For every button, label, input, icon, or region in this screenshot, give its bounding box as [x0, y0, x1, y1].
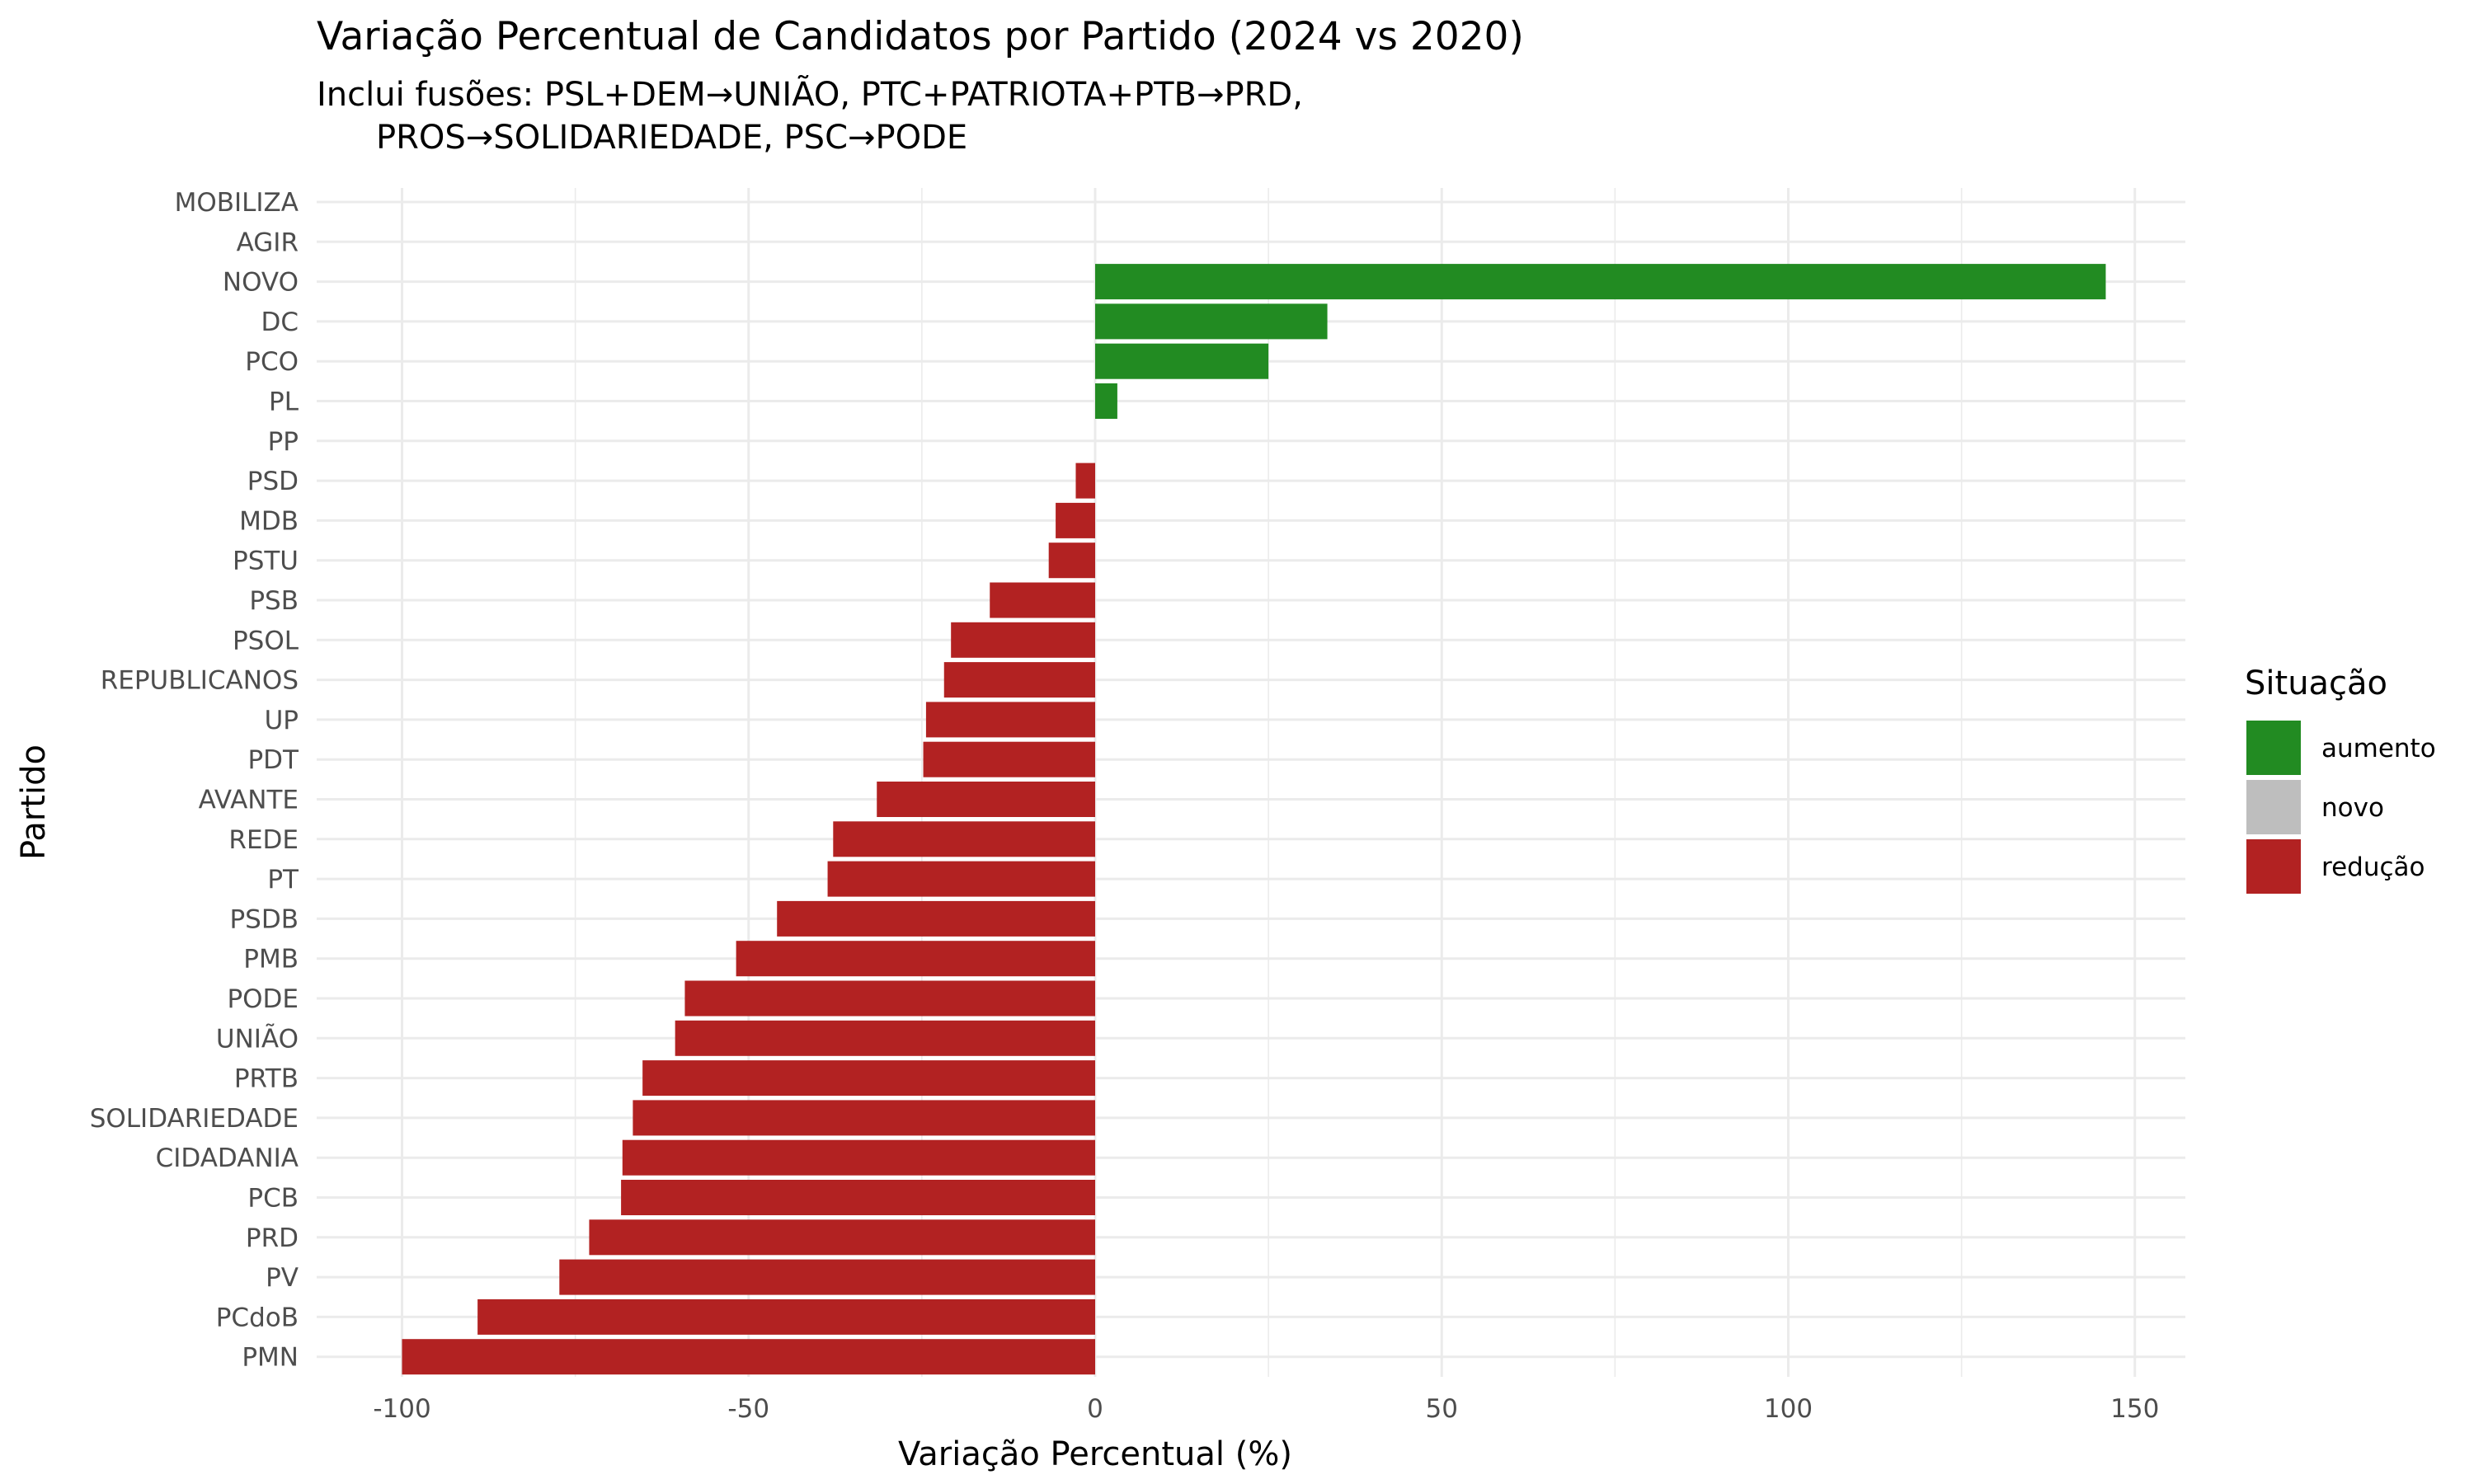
bar-mdb	[1056, 502, 1095, 538]
bar-up	[925, 702, 1095, 738]
bar-cidadania	[622, 1139, 1095, 1176]
y-tick-label: REDE	[228, 825, 299, 855]
bars	[402, 264, 2106, 1375]
x-tick-label: 100	[1764, 1394, 1813, 1424]
y-tick-label: PRD	[246, 1223, 299, 1253]
bar-psd	[1075, 463, 1095, 499]
bar-pode	[684, 980, 1095, 1017]
y-tick-label: PSDB	[229, 904, 299, 934]
y-tick-label: CIDADANIA	[156, 1144, 299, 1173]
y-tick-label: PODE	[227, 984, 299, 1014]
bar-avante	[877, 782, 1095, 817]
chart-subtitle-line-2: PROS→SOLIDARIEDADE, PSC→PODE	[376, 119, 967, 157]
bar-psol	[951, 622, 1095, 658]
legend-label-reducao: redução	[2321, 852, 2425, 882]
bar-pt	[827, 861, 1095, 897]
bar-pco	[1095, 343, 1269, 379]
bar-prtb	[642, 1060, 1095, 1097]
bar-dc	[1095, 303, 1328, 340]
bar-pcb	[621, 1180, 1095, 1215]
bar-pcdob	[477, 1298, 1095, 1335]
y-tick-label: PCO	[245, 347, 299, 377]
y-tick-label: PT	[267, 865, 299, 895]
bar-novo	[1095, 264, 2106, 300]
legend-key-aumento	[2246, 721, 2301, 775]
legend-key-novo	[2246, 780, 2301, 834]
legend-label-novo: novo	[2321, 793, 2384, 823]
y-axis-title: Partido	[15, 744, 53, 860]
x-tick-label: -50	[727, 1394, 769, 1424]
y-tick-label: PSOL	[233, 626, 299, 655]
bar-pv	[559, 1259, 1095, 1295]
y-tick-label: PSD	[247, 467, 299, 496]
y-tick-labels: MOBILIZA AGIR NOVO DC PCO PL PP PSD MDB PSTU PSB PS…	[90, 188, 299, 1373]
y-tick-label: PCdoB	[216, 1303, 299, 1332]
bar-prd	[589, 1219, 1095, 1256]
bar-psb	[990, 582, 1095, 618]
y-tick-label: PP	[268, 427, 299, 457]
x-tick-labels: -100 -50 0 50 100 150	[373, 1394, 2159, 1424]
y-tick-label: REPUBLICANOS	[101, 666, 299, 696]
bar-pstu	[1048, 542, 1095, 579]
bar-pmb	[736, 941, 1095, 977]
y-tick-label: PMB	[243, 945, 299, 974]
bar-rede	[833, 821, 1095, 857]
y-tick-label: UNIÃO	[216, 1024, 299, 1054]
legend-key-reducao	[2246, 839, 2301, 894]
x-tick-label: 50	[1426, 1394, 1458, 1424]
y-tick-label: DC	[261, 308, 299, 337]
bar-pdt	[923, 741, 1095, 777]
y-tick-label: PDT	[247, 745, 299, 775]
legend-title: Situação	[2245, 665, 2387, 702]
y-tick-label: AVANTE	[199, 786, 299, 815]
bar-pmn	[402, 1339, 1095, 1375]
y-tick-label: PSB	[249, 586, 299, 616]
y-tick-label: MOBILIZA	[175, 188, 299, 218]
x-axis-title: Variação Percentual (%)	[898, 1435, 1292, 1473]
y-tick-label: PMN	[242, 1343, 299, 1373]
bar-união	[675, 1020, 1095, 1056]
y-tick-label: MDB	[239, 506, 299, 536]
y-tick-label: PSTU	[233, 547, 299, 576]
chart-subtitle-line-1: Inclui fusões: PSL+DEM→UNIÃO, PTC+PATRIO…	[317, 74, 1303, 114]
y-tick-label: UP	[265, 706, 299, 735]
y-tick-label: PV	[266, 1263, 299, 1293]
y-tick-label: SOLIDARIEDADE	[90, 1104, 299, 1134]
x-tick-label: -100	[373, 1394, 430, 1424]
y-tick-label: PRTB	[234, 1064, 299, 1094]
x-tick-label: 0	[1087, 1394, 1103, 1424]
chart-title: Variação Percentual de Candidatos por Pa…	[317, 14, 1524, 59]
y-tick-label: PCB	[247, 1184, 299, 1214]
y-tick-label: NOVO	[223, 268, 299, 298]
y-tick-label: PL	[269, 387, 299, 417]
bar-pl	[1095, 383, 1117, 419]
bar-psdb	[777, 900, 1095, 937]
y-tick-label: AGIR	[237, 228, 299, 257]
legend-label-aumento: aumento	[2321, 734, 2436, 763]
legend: Situação aumento novo redução	[2245, 665, 2436, 894]
bar-republicanos	[943, 662, 1095, 698]
bar-solidariedade	[633, 1100, 1095, 1136]
x-tick-label: 150	[2110, 1394, 2159, 1424]
